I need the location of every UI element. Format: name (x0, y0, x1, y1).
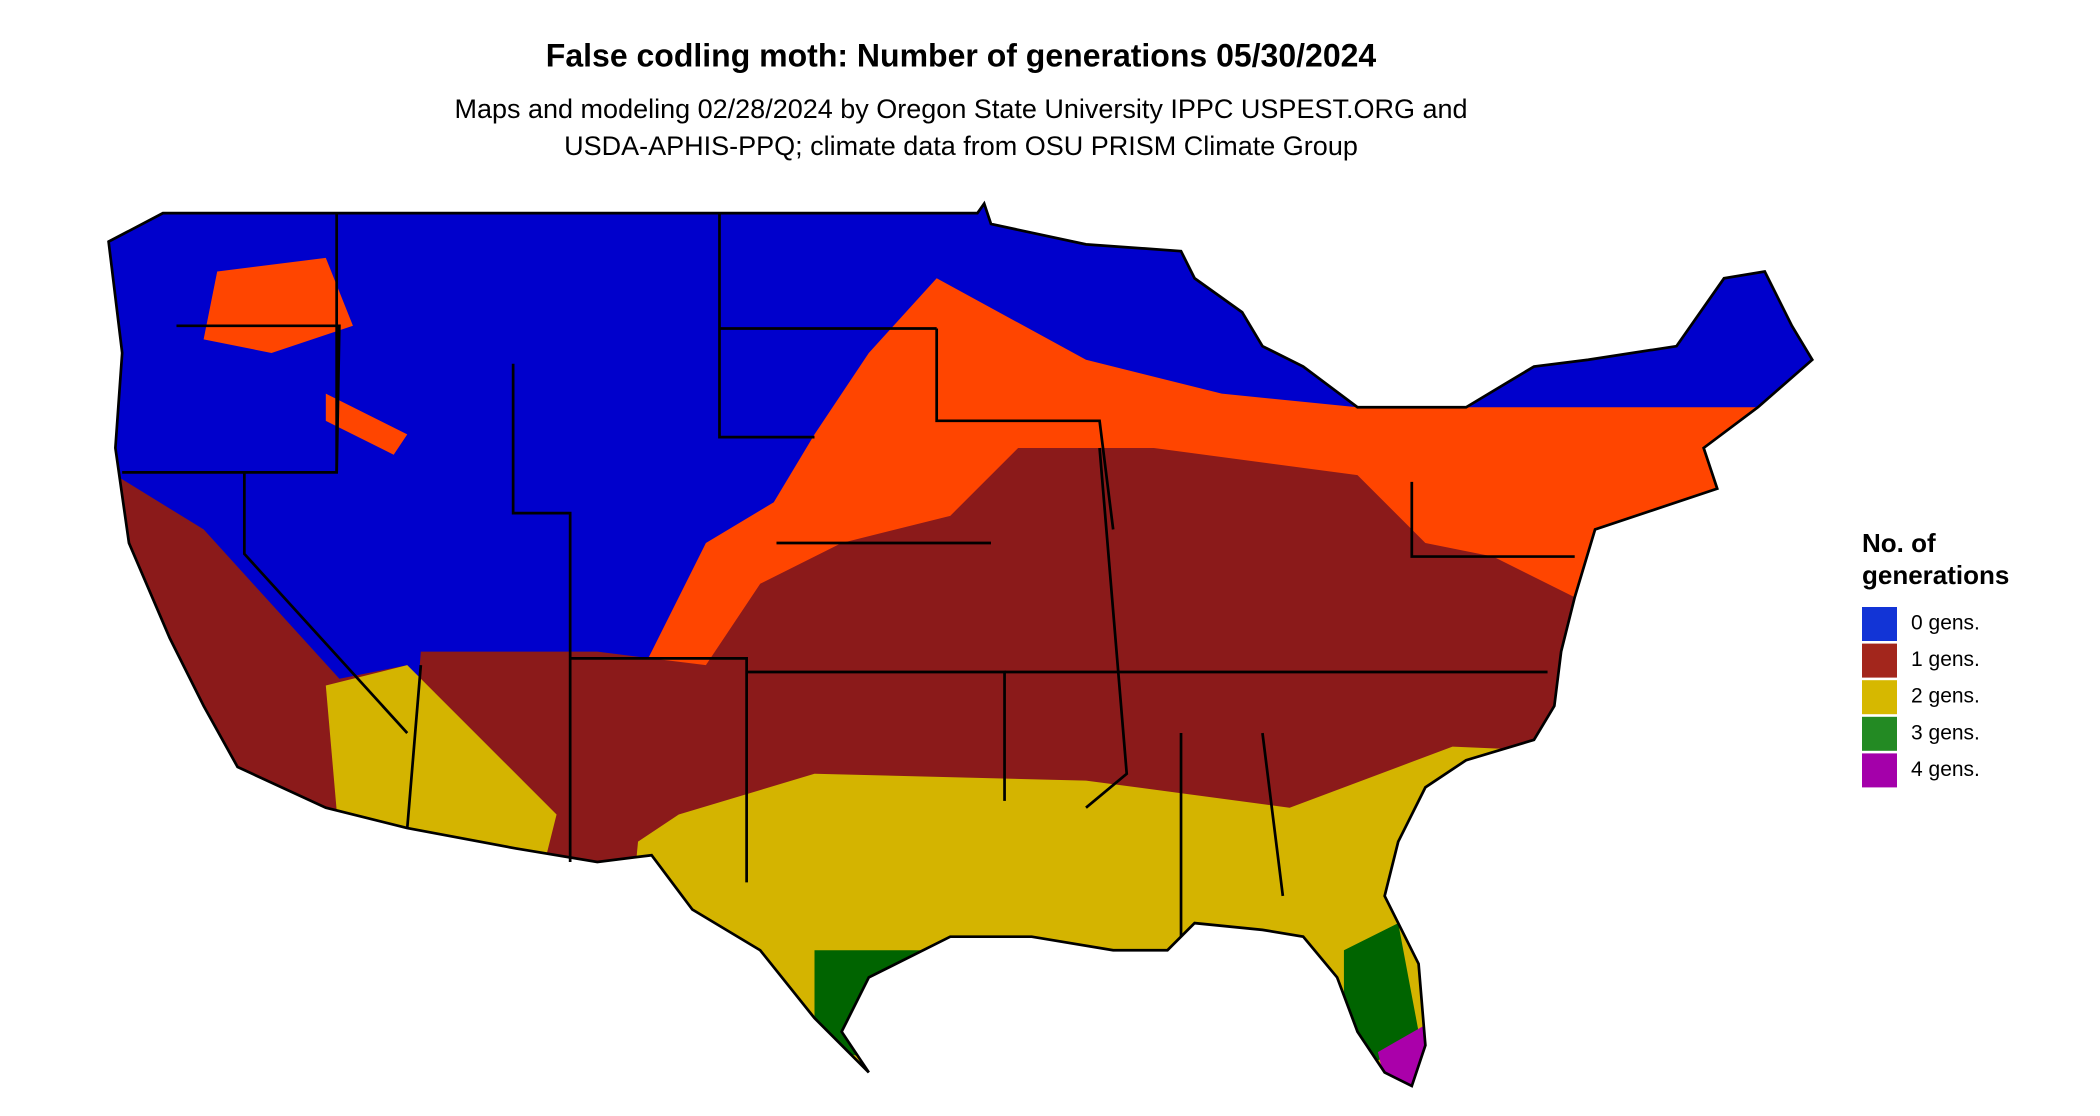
legend-title: No. of (1862, 528, 1936, 558)
subtitle: Maps and modeling 02/28/2024 by Oregon S… (454, 94, 1467, 124)
legend-swatch (1862, 607, 1897, 641)
legend-swatch (1862, 716, 1897, 751)
legend-swatch (1862, 680, 1897, 715)
us-map (107, 200, 1815, 1088)
legend-swatch (1862, 643, 1897, 678)
legend-swatch (1862, 753, 1897, 788)
map-title: False codling moth: Number of generation… (546, 37, 1377, 73)
legend-title: generations (1862, 560, 2009, 590)
legend-label: 4 gens. (1911, 758, 1980, 781)
subtitle: USDA-APHIS-PPQ; climate data from OSU PR… (564, 131, 1358, 161)
legend: 0 gens. 1 gens. 2 gens. 3 gens. 4 gens. (1862, 607, 1980, 788)
legend-label: 3 gens. (1911, 721, 1980, 744)
legend-label: 1 gens. (1911, 648, 1980, 671)
legend-label: 2 gens. (1911, 685, 1980, 708)
legend-label: 0 gens. (1911, 612, 1980, 635)
